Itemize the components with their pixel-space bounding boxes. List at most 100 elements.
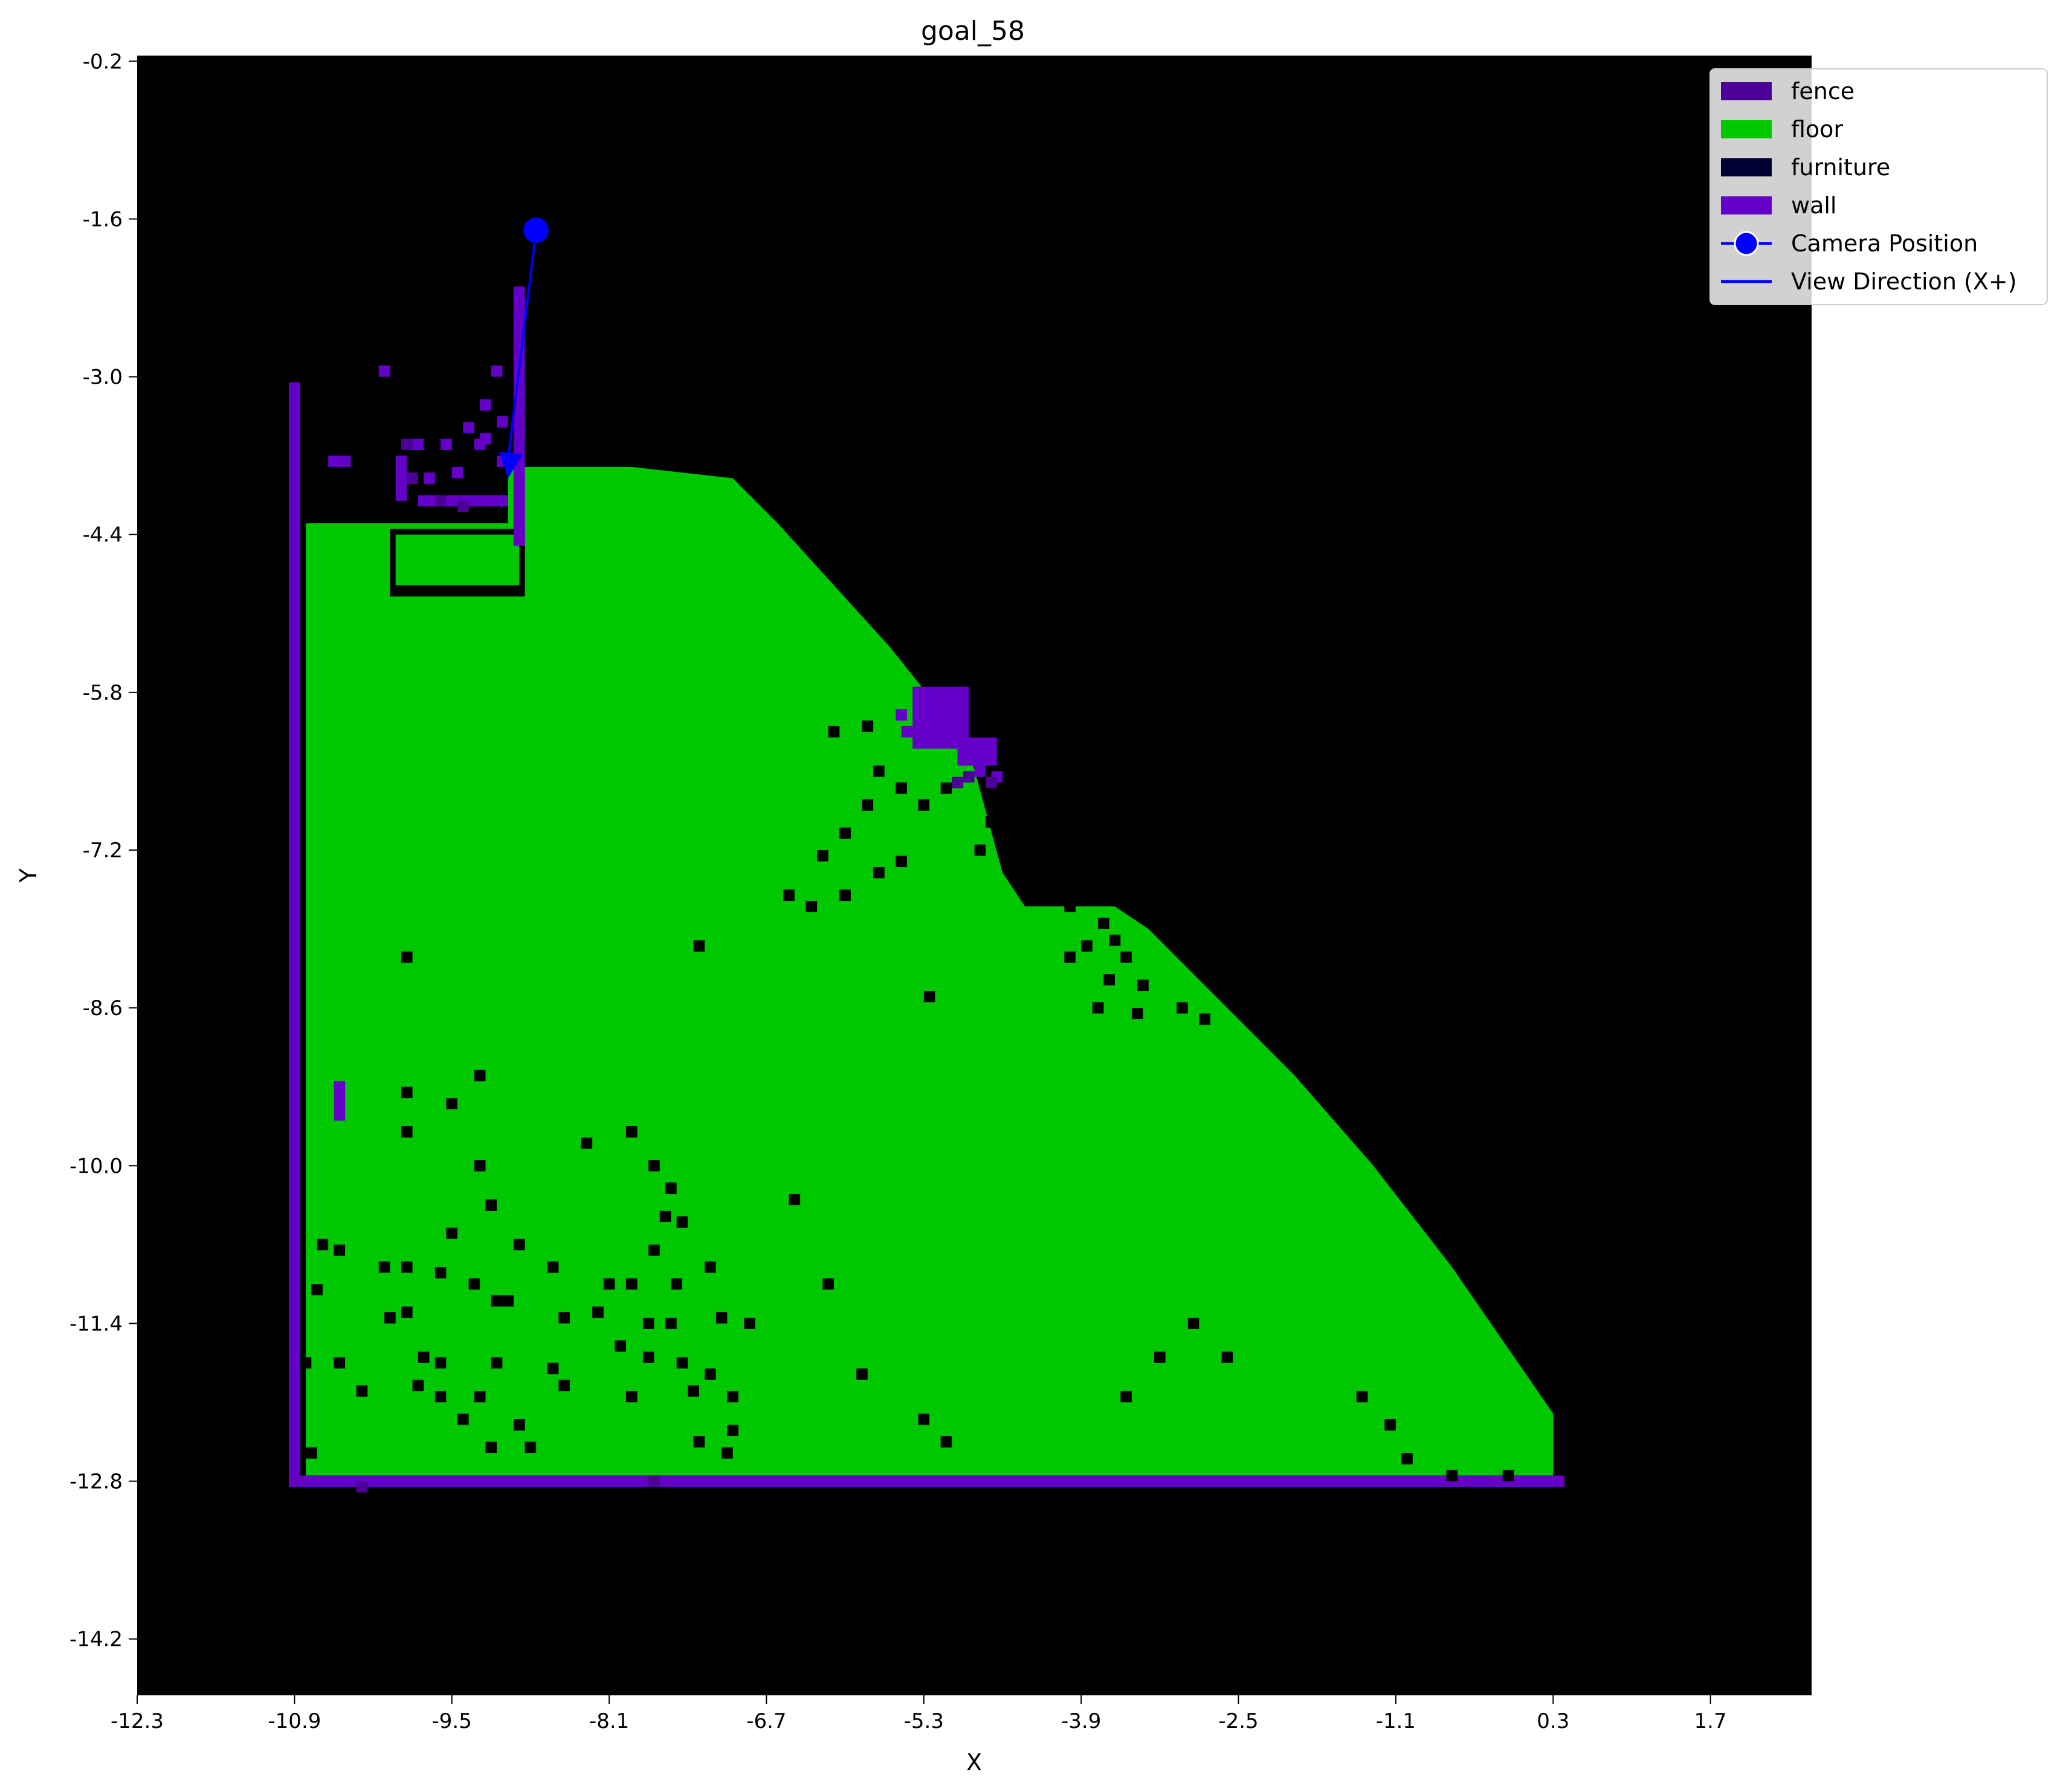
- obstacle-cell: [1384, 1419, 1396, 1431]
- obstacle-cell: [626, 1278, 638, 1290]
- obstacle-cell: [457, 1413, 469, 1425]
- obstacle-cell: [817, 850, 828, 862]
- obstacle-cell: [300, 1357, 312, 1369]
- obstacle-cell: [603, 1278, 615, 1290]
- x-tick-label: -3.9: [1061, 1709, 1101, 1733]
- wall-cell: [497, 416, 508, 428]
- legend-swatch: [1721, 158, 1772, 176]
- wall-segment: [514, 286, 525, 546]
- wall-cell: [901, 726, 913, 738]
- obstacle-cell: [721, 1447, 733, 1459]
- fence-cell: [963, 771, 975, 783]
- view-direction-line: [506, 230, 538, 460]
- obstacle-cell: [1187, 1318, 1199, 1329]
- obstacle-cell: [491, 1295, 503, 1307]
- obstacle-cell: [665, 1318, 677, 1329]
- obstacle-cell: [317, 1239, 329, 1251]
- obstacle-cell: [1502, 1469, 1514, 1481]
- obstacle-cell: [1199, 1013, 1210, 1025]
- obstacle-cell: [1356, 1391, 1368, 1403]
- obstacle-cell: [334, 1244, 346, 1256]
- y-tick-label: -12.8: [69, 1470, 123, 1494]
- obstacle-cell: [1064, 901, 1076, 912]
- legend-label: fence: [1791, 78, 1855, 105]
- y-tick-label: -5.8: [83, 681, 123, 705]
- x-tick-label: -8.1: [589, 1709, 629, 1733]
- obstacle-cell: [1401, 1453, 1413, 1465]
- obstacle-cell: [1446, 1469, 1458, 1481]
- wall-cell: [424, 472, 435, 484]
- legend-swatch: [1721, 82, 1772, 100]
- obstacle-cell: [659, 1210, 671, 1222]
- obstacle-cell: [873, 765, 885, 777]
- obstacle-cell: [862, 799, 874, 811]
- obstacle-cell: [547, 1362, 559, 1375]
- wall-cell: [474, 439, 486, 450]
- obstacle-cell: [558, 1312, 570, 1324]
- obstacle-cell: [401, 1306, 413, 1318]
- obstacle-cell: [434, 1391, 447, 1403]
- legend: fence floor furniture wall Camera Position Vi…: [1709, 68, 2048, 305]
- obstacle-cell: [693, 1436, 705, 1448]
- obstacle-cell: [401, 1261, 413, 1273]
- obstacle-cell: [592, 1306, 604, 1318]
- legend-frame: [1709, 68, 2048, 305]
- wall-segment: [328, 456, 351, 467]
- y-tick-label: -10.0: [69, 1154, 123, 1178]
- wall-cell: [974, 765, 986, 777]
- fence-cell: [648, 1475, 660, 1487]
- obstacle-cell: [805, 901, 818, 912]
- wall-segment: [957, 737, 997, 766]
- wall-cell: [378, 366, 390, 377]
- fence-cell: [952, 776, 963, 788]
- legend-label: wall: [1791, 192, 1836, 219]
- floor-region: [306, 466, 1554, 1476]
- map-title: goal_58: [921, 16, 1025, 47]
- obstacle-cell: [862, 720, 874, 732]
- obstacle-cell: [474, 1160, 486, 1172]
- obstacle-cell: [384, 1312, 396, 1324]
- legend-item-camera-position: Camera Position: [1721, 230, 1978, 257]
- legend-items: fence floor furniture wall Camera Position Vi…: [1721, 78, 2017, 295]
- obstacle-cell: [839, 889, 851, 901]
- obstacle-cell: [727, 1425, 738, 1436]
- obstacle-cell: [839, 827, 851, 839]
- obstacle-cell: [485, 1442, 497, 1453]
- y-tick-label: -1.6: [83, 208, 123, 232]
- obstacle-cell: [688, 1385, 699, 1397]
- y-tick-label: -0.2: [83, 50, 123, 74]
- obstacle-cell: [1103, 974, 1115, 985]
- obstacle-cell: [693, 940, 705, 952]
- obstacle-cell: [412, 1379, 424, 1391]
- wall-cell: [491, 366, 503, 377]
- obstacle-cell: [1064, 951, 1076, 963]
- obstacle-cell: [306, 1447, 317, 1459]
- y-tick-label: -7.2: [83, 839, 123, 863]
- legend-swatch: [1721, 196, 1772, 214]
- obstacle-cell: [940, 1436, 952, 1448]
- x-tick-label: 1.7: [1694, 1709, 1727, 1733]
- legend-item-fence: fence: [1721, 78, 1855, 105]
- fence-cell: [457, 500, 469, 512]
- legend-item-view-direction-x: View Direction (X+): [1721, 268, 2017, 295]
- obstacle-cell: [626, 1126, 638, 1138]
- obstacle-cell: [1098, 917, 1109, 929]
- x-tick-label: -1.1: [1376, 1709, 1416, 1733]
- obstacle-cell: [502, 1295, 514, 1307]
- wall-segment: [289, 382, 300, 1487]
- obstacle-cell: [1221, 1352, 1233, 1363]
- view-direction-arrowhead: [499, 451, 523, 479]
- wall-segment: [334, 1081, 346, 1121]
- obstacle-cell: [676, 1357, 688, 1369]
- wall-cell: [896, 709, 907, 721]
- obstacle-cell: [665, 1182, 677, 1194]
- x-tick-label: 0.3: [1537, 1709, 1569, 1733]
- obstacle-cell: [923, 991, 935, 1002]
- y-tick-label: -11.4: [69, 1312, 123, 1336]
- obstacle-cell: [918, 799, 930, 811]
- obstacle-cell: [434, 1357, 447, 1369]
- x-tick-label: -5.3: [904, 1709, 944, 1733]
- obstacle-cell: [558, 1379, 570, 1391]
- obstacle-cell: [474, 1069, 486, 1081]
- obstacle-cell: [446, 1098, 457, 1110]
